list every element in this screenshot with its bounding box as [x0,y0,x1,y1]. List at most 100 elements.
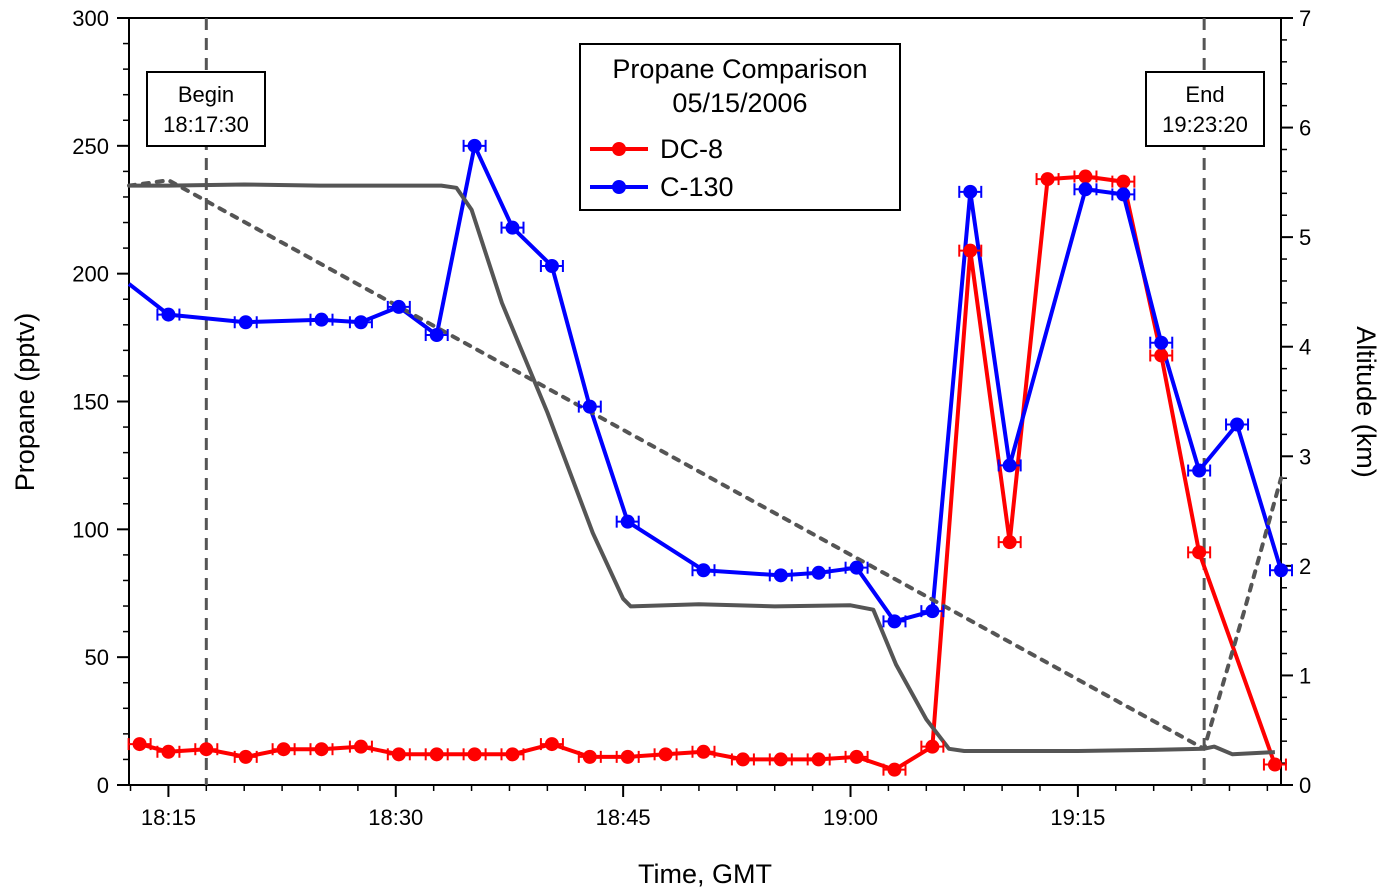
point-marker [544,737,559,752]
legend-label-dc8: DC-8 [660,134,723,164]
point-marker [1002,535,1017,550]
y-tick-label: 250 [72,134,109,159]
data-point-dc-8 [1262,757,1287,772]
data-point-c-130 [844,560,869,575]
point-marker [467,138,482,153]
y2-tick-label: 6 [1299,116,1311,141]
data-point-dc-8 [309,742,334,757]
data-point-c-130 [1187,463,1212,478]
data-point-dc-8 [844,749,869,764]
begin-label-line1: Begin [178,82,234,107]
point-marker [1230,417,1245,432]
point-marker [735,752,750,767]
point-marker [696,744,711,759]
point-marker [620,749,635,764]
point-marker [238,315,253,330]
y-tick-label: 300 [72,6,109,31]
data-point-dc-8 [500,747,525,762]
point-marker [391,747,406,762]
data-point-dc-8 [577,749,602,764]
point-marker [161,307,176,322]
begin-label-line2: 18:17:30 [163,112,249,137]
begin-marker-label: Begin 18:17:30 [146,71,266,147]
y2-tick-label: 3 [1299,444,1311,469]
point-marker [238,749,253,764]
data-point-c-130 [156,307,181,322]
data-point-c-130 [386,299,411,314]
point-marker [1040,172,1055,187]
y2-tick-label: 0 [1299,773,1311,798]
point-marker [505,220,520,235]
series-line-dc-8 [139,174,1277,772]
data-point-dc-8 [997,535,1022,550]
point-marker [773,752,788,767]
x-tick-label: 18:45 [596,805,651,830]
begin-label-box [146,71,266,147]
point-marker [925,604,940,619]
axes-layer: 0 50 100 150 200 250 300 0 1 2 3 4 5 6 7 18:15 18:30 18:4… [72,6,1311,830]
point-marker [620,514,635,529]
data-point-c-130 [806,565,831,580]
point-marker [887,762,902,777]
point-marker [658,747,673,762]
data-point-dc-8 [233,749,258,764]
y2-tick-label: 4 [1299,335,1311,360]
data-point-c-130 [233,315,258,330]
y-tick-label: 200 [72,262,109,287]
point-marker [1154,348,1169,363]
data-point-dc-8 [806,752,831,767]
point-marker [1116,187,1131,202]
point-marker [1274,563,1288,578]
data-point-c-130 [1111,187,1136,202]
x-tick-label: 18:15 [141,805,196,830]
x-tick-label: 18:30 [368,805,423,830]
x-axis-title: Time, GMT [638,859,772,889]
y2-tick-label: 1 [1299,663,1311,688]
point-marker [963,184,978,199]
y2-tick-label: 7 [1299,6,1311,31]
x-tick-label: 19:15 [1050,805,1105,830]
point-marker [1116,174,1131,189]
series-line-c-130 [127,143,1283,624]
point-marker [467,747,482,762]
y-tick-label: 0 [97,773,109,798]
legend-marker-c130 [612,180,626,194]
point-marker [161,744,176,759]
data-point-dc-8 [730,752,755,767]
point-marker [582,399,597,414]
end-label-box [1145,71,1265,147]
point-marker [773,568,788,583]
data-point-dc-8 [271,742,296,757]
point-marker [887,614,902,629]
data-point-c-130 [997,458,1022,473]
end-label-line1: End [1185,82,1224,107]
data-point-dc-8 [882,762,907,777]
point-marker [1002,458,1017,473]
point-marker [963,243,978,258]
series-layer [127,18,1293,785]
data-point-c-130 [1073,182,1098,197]
legend-title: Propane Comparison [612,54,867,84]
point-marker [276,742,291,757]
data-point-dc-8 [1035,172,1060,187]
data-point-c-130 [691,563,716,578]
legend: Propane Comparison 05/15/2006 DC-8 C-130 [579,43,901,211]
data-point-c-130 [309,312,334,327]
x-tick-label: 19:00 [823,805,878,830]
point-marker [925,739,940,754]
data-point-dc-8 [539,737,564,752]
y-tick-label: 50 [85,645,109,670]
data-point-c-130 [539,258,564,273]
y-tick-label: 100 [72,517,109,542]
point-marker [505,747,520,762]
point-marker [429,328,444,343]
data-point-dc-8 [1149,348,1174,363]
point-marker [1267,757,1282,772]
data-point-dc-8 [768,752,793,767]
end-marker-label: End 19:23:20 [1145,71,1265,147]
data-point-dc-8 [127,737,152,752]
data-point-c-130 [615,514,640,529]
point-marker [199,742,214,757]
data-point-dc-8 [691,744,716,759]
point-marker [1192,545,1207,560]
